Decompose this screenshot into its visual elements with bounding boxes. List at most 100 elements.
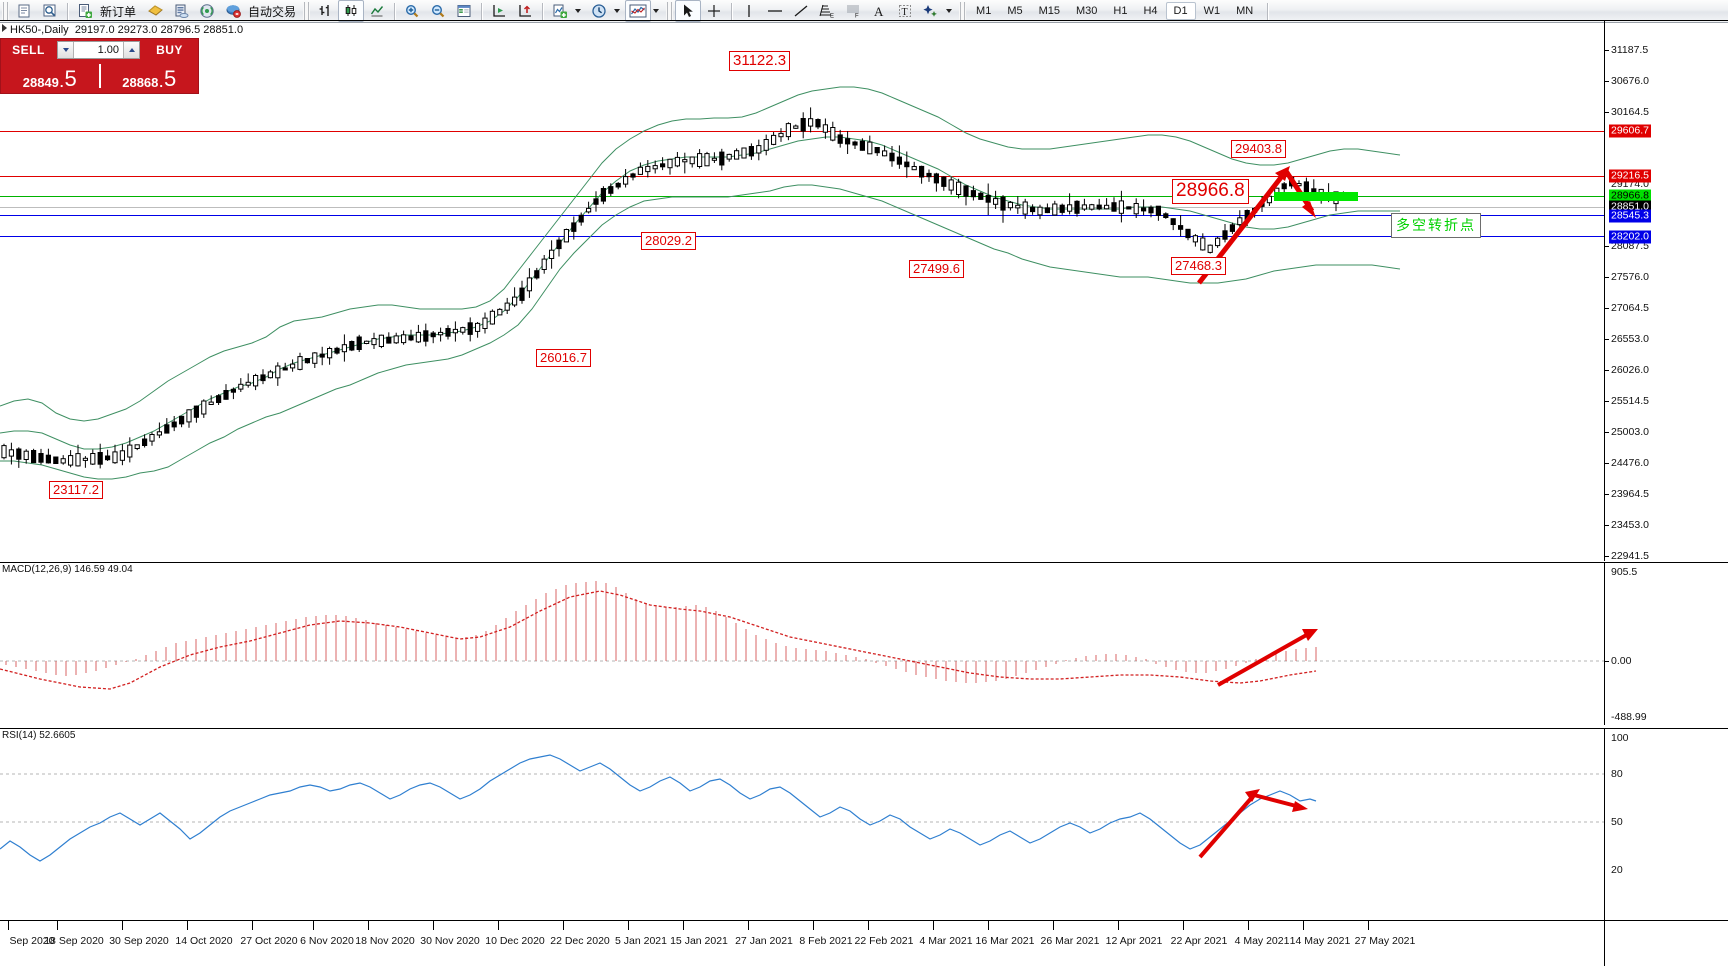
price-divider [98,64,101,88]
cursor-icon[interactable] [675,0,702,22]
toolbar-grip-2[interactable] [303,2,311,20]
annotation-27468[interactable]: 27468.3 [1171,257,1226,275]
candlestick-chart-icon[interactable] [338,0,365,22]
volume-up-icon[interactable] [123,42,139,58]
tab-timeframe-h4[interactable]: H4 [1143,5,1158,17]
shapes-icon[interactable] [918,0,944,22]
rsi-plot[interactable] [0,729,1604,921]
toolbar-grip[interactable] [2,2,9,20]
rsi-tick-label: 100 [1611,732,1629,744]
price-tag-current-green[interactable]: 28966.8 [1609,189,1651,203]
chevron-down-icon[interactable] [575,9,582,13]
time-tick-label: 15 Jan 2021 [670,935,728,947]
zoom-in-icon[interactable] [399,0,425,22]
price-tag-support-1[interactable]: 28545.3 [1609,209,1651,223]
rsi-trend-arrows[interactable] [0,729,1604,921]
time-tick-label: 4 May 2021 [1234,935,1290,947]
tab-timeframe-m30[interactable]: M30 [1076,5,1098,17]
period-icon[interactable] [586,0,612,22]
price-axis-line [1604,21,1605,561]
line-chart-icon[interactable] [364,0,390,22]
annotation-26016[interactable]: 26016.7 [536,349,591,367]
level-line-29216[interactable] [0,176,1604,177]
chevron-down-icon-4[interactable] [946,9,953,13]
rsi-pane[interactable]: RSI(14) 52.6605 100 80 50 20 [0,728,1728,921]
fibonacci-icon[interactable]: E [814,0,840,22]
shift-end-icon[interactable] [486,0,512,22]
indicators-icon[interactable] [547,0,573,22]
tab-timeframe-d1[interactable]: D1 [1165,2,1196,20]
buy-price[interactable]: 28868. 5 [101,61,199,91]
rsi-axis-line [1604,729,1605,921]
trendline-icon[interactable] [788,0,814,22]
signals-icon[interactable] [194,0,220,22]
vertical-line-icon[interactable] [736,0,762,22]
toolbar-grip-4[interactable] [959,2,967,20]
price-tag-resistance-1[interactable]: 29606.7 [1609,124,1651,138]
zoom-out-icon[interactable] [425,0,451,22]
macd-plot[interactable] [0,563,1604,725]
terminal-icon[interactable] [11,0,37,22]
macd-pane[interactable]: MACD(12,26,9) 146.59 49.04 [0,562,1728,725]
one-click-trading-panel[interactable]: SELL 1.00 BUY 28849. 5 28868. 5 [0,38,199,94]
data-window-icon[interactable] [168,0,194,22]
navigator-icon[interactable] [37,0,63,22]
volume-input[interactable]: 1.00 [97,44,119,56]
level-line-28851[interactable] [0,207,1604,208]
price-tag-resistance-2[interactable]: 29216.5 [1609,169,1651,183]
buy-button[interactable]: BUY [156,43,183,57]
new-order-label[interactable]: 新订单 [100,4,137,19]
price-pane[interactable]: 31122.3 28029.2 26016.7 23117.2 27499.6 … [0,20,1728,562]
macd-trend-arrow[interactable] [0,563,1604,725]
price-tick-label: 25003.0 [1611,426,1649,438]
level-line-28545[interactable] [0,215,1604,216]
highlight-zone[interactable] [1274,192,1358,201]
expert-advisor-icon[interactable] [142,0,168,22]
grid-icon[interactable] [451,0,477,22]
volume-down-icon[interactable] [58,42,74,58]
chart-area[interactable]: 31122.3 28029.2 26016.7 23117.2 27499.6 … [0,20,1728,966]
tab-timeframe-mn[interactable]: MN [1236,5,1254,17]
annotation-31122[interactable]: 31122.3 [729,51,791,71]
annotation-27499[interactable]: 27499.6 [909,260,964,278]
tab-timeframe-m1[interactable]: M1 [976,5,992,17]
autoscroll-icon[interactable] [512,0,538,22]
autotrading-label[interactable]: 自动交易 [248,4,297,19]
tab-timeframe-h1[interactable]: H1 [1113,5,1128,17]
bar-chart-icon[interactable] [312,0,338,22]
volume-stepper[interactable]: 1.00 [57,41,140,59]
price-series [0,86,1401,480]
new-order-icon[interactable] [72,0,98,22]
text-icon[interactable]: A [866,0,892,22]
price-tick-label: 25514.5 [1611,395,1649,407]
templates-icon[interactable] [625,0,652,22]
level-line-28966[interactable] [0,196,1604,197]
level-line-28202[interactable] [0,236,1604,237]
price-plot[interactable] [0,21,1604,561]
sell-price[interactable]: 28849. 5 [1,61,99,91]
tab-timeframe-m5[interactable]: M5 [1007,5,1023,17]
chevron-down-icon-2[interactable] [614,9,621,13]
price-tag-support-2[interactable]: 28202.0 [1609,230,1651,244]
toolbar-grip-3[interactable] [666,2,674,20]
chinese-note-box[interactable]: 多空转折点 [1391,213,1481,238]
annotation-28966[interactable]: 28966.8 [1172,179,1249,204]
trend-arrows[interactable] [0,21,1604,561]
annotation-28029[interactable]: 28029.2 [641,232,696,250]
channel-icon[interactable]: F [840,0,866,22]
collapse-arrow-icon[interactable] [2,24,7,32]
annotation-29403[interactable]: 29403.8 [1231,140,1286,158]
annotation-23117[interactable]: 23117.2 [49,481,104,499]
sell-button[interactable]: SELL [12,43,45,57]
horizontal-line-icon[interactable] [762,0,788,22]
tab-timeframe-w1[interactable]: W1 [1203,5,1221,17]
tab-timeframe-m15[interactable]: M15 [1038,5,1060,17]
label-icon[interactable]: T [892,0,918,22]
chevron-down-icon-3[interactable] [653,9,660,13]
time-tick-label: 10 Dec 2020 [485,935,545,947]
crosshair-icon[interactable] [701,0,727,22]
ohlc-open: 29197.0 [74,24,115,36]
sell-price-dot: . [59,75,64,90]
autotrading-icon[interactable] [220,0,246,22]
